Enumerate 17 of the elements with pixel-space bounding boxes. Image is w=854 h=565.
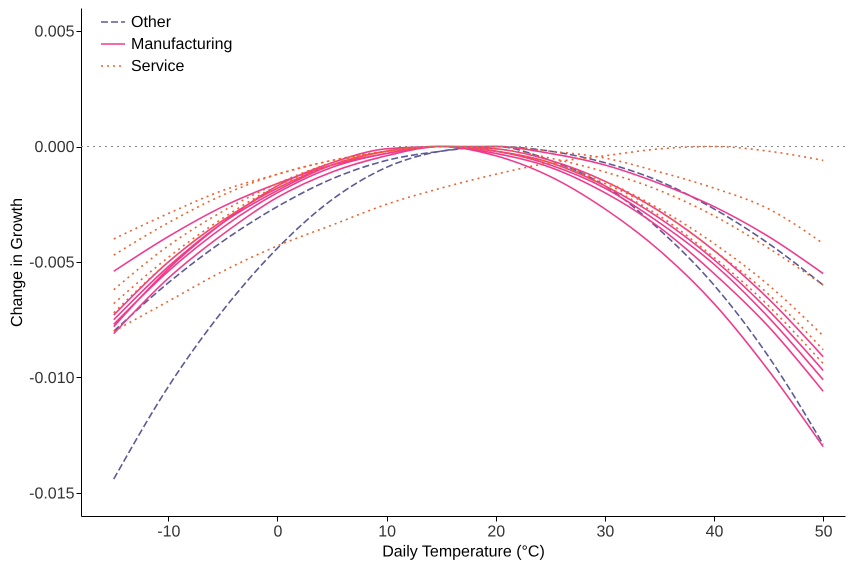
- x-tick-label: 40: [706, 524, 724, 540]
- x-tick-label: 0: [274, 524, 283, 540]
- x-tick-label: 30: [596, 524, 614, 540]
- legend-label: Manufacturing: [131, 36, 232, 53]
- legend-label: Service: [131, 58, 184, 75]
- y-tick-label: 0.005: [34, 24, 75, 41]
- legend-label: Other: [131, 14, 172, 31]
- x-tick-label: 20: [487, 524, 506, 540]
- x-tick-label: -10: [157, 524, 180, 540]
- y-tick-label: 0.000: [34, 139, 75, 156]
- y-tick-label: -0.015: [29, 485, 75, 502]
- x-axis-title: Daily Temperature (°C): [382, 544, 545, 560]
- x-tick-label: 10: [378, 524, 396, 540]
- y-tick-label: -0.010: [29, 370, 75, 387]
- x-tick-label: 50: [814, 524, 833, 540]
- y-tick-label: -0.005: [29, 254, 75, 272]
- y-axis-title: Change in Growth: [9, 198, 26, 327]
